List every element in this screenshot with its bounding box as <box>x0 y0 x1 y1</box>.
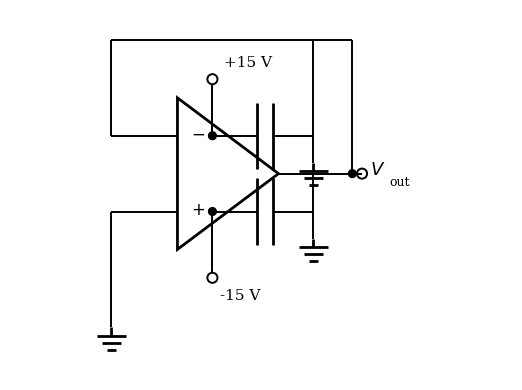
Circle shape <box>349 170 356 177</box>
Text: $+$: $+$ <box>191 202 205 219</box>
Text: +15 V: +15 V <box>224 56 272 70</box>
Text: $-$: $-$ <box>191 126 205 143</box>
Circle shape <box>208 132 216 140</box>
Text: $V$: $V$ <box>370 161 385 179</box>
Text: -15 V: -15 V <box>220 289 260 303</box>
Circle shape <box>208 207 216 215</box>
Text: out: out <box>389 176 410 189</box>
